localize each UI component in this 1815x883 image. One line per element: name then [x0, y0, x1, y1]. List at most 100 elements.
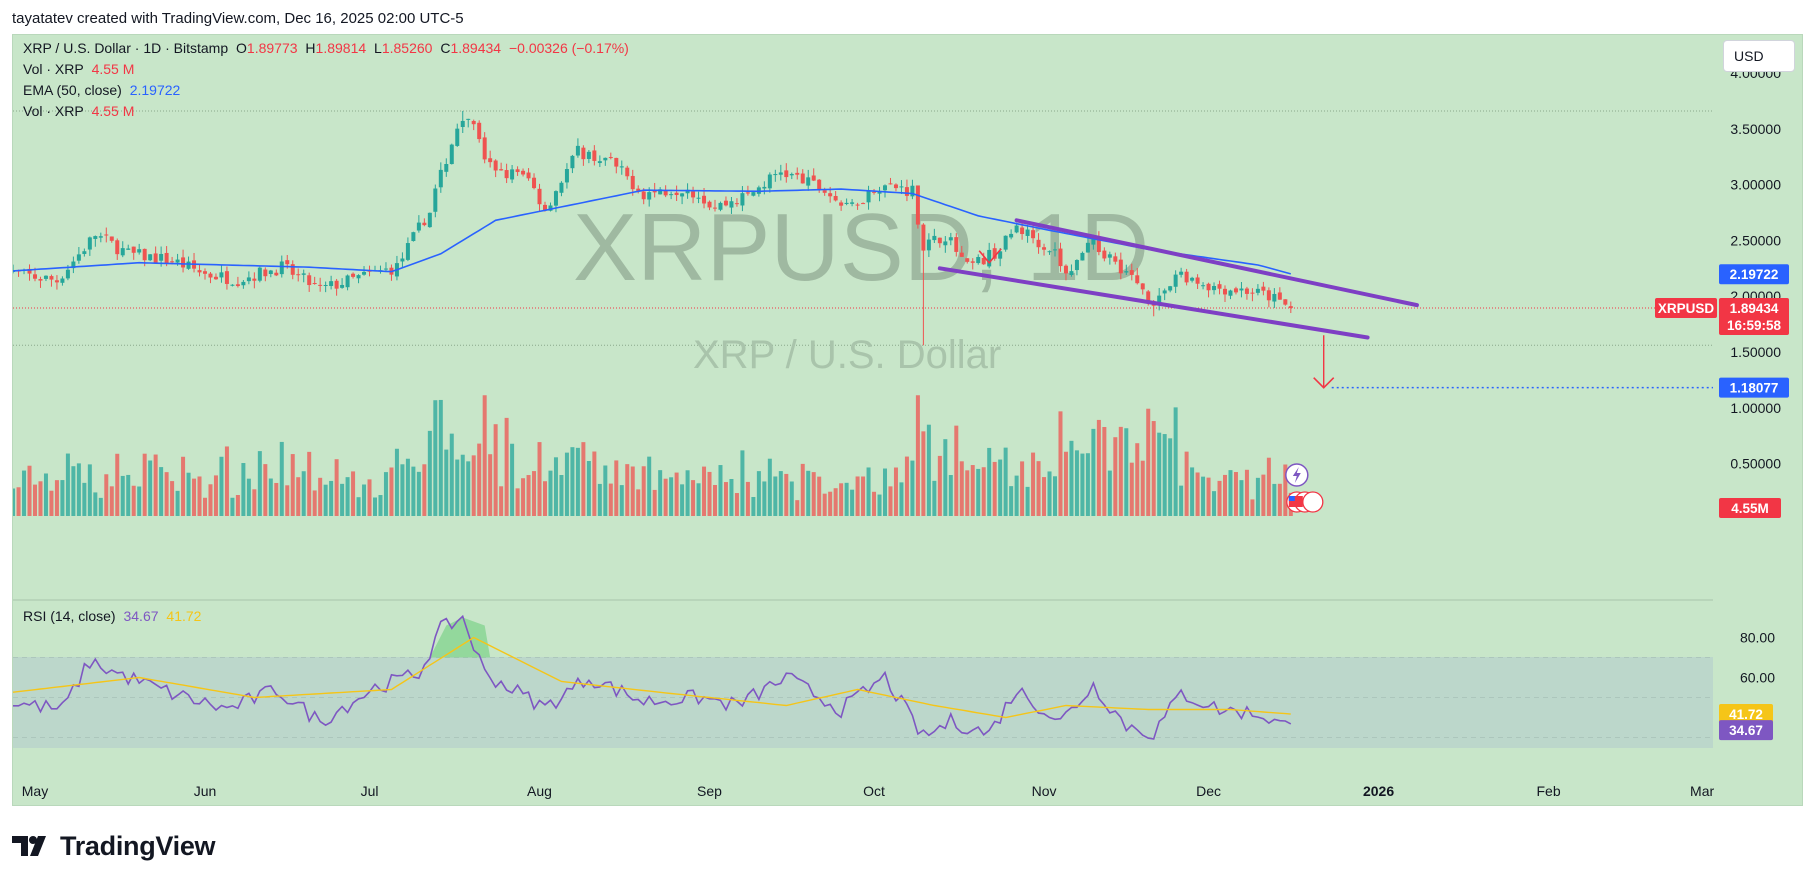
- candle-body: [1124, 271, 1129, 273]
- currency-button[interactable]: USD: [1723, 40, 1795, 72]
- candle-body: [1118, 259, 1123, 274]
- volume-bar: [1058, 411, 1063, 516]
- volume-bar: [669, 477, 674, 516]
- volume-bar: [27, 465, 32, 516]
- candle-body: [109, 236, 114, 241]
- volume-bar: [164, 472, 169, 516]
- candle-body: [581, 147, 586, 160]
- candle-body: [71, 261, 76, 269]
- volume-bar: [422, 464, 427, 516]
- us-flag-icon: [1288, 496, 1303, 507]
- candle-body: [685, 189, 690, 194]
- candle-body: [1025, 229, 1030, 236]
- volume-bar: [1091, 428, 1096, 516]
- candle-body: [872, 191, 877, 193]
- volume-bar: [696, 483, 701, 516]
- price-chart-svg[interactable]: XRPUSD, 1D XRP / U.S. Dollar 4.000003.50…: [13, 35, 1803, 806]
- volume-bar: [581, 442, 586, 516]
- candle-body: [219, 272, 224, 278]
- chart-area[interactable]: XRPUSD, 1D XRP / U.S. Dollar 4.00000 3.50…: [12, 34, 1803, 806]
- candle-body: [246, 277, 251, 282]
- volume-bar: [1042, 477, 1047, 516]
- rsi-ma-badge-text: 41.72: [1729, 707, 1763, 722]
- candle-body: [751, 192, 756, 196]
- candle-body: [559, 182, 564, 193]
- volume-bar: [685, 470, 690, 516]
- volume-bar: [1102, 427, 1107, 516]
- volume-bar: [784, 473, 789, 516]
- candle-body: [987, 249, 992, 267]
- volume-bar: [839, 483, 844, 516]
- candle-body: [351, 273, 356, 277]
- volume-bar: [1151, 421, 1156, 516]
- candle-body: [1168, 286, 1173, 291]
- candle-body: [186, 261, 191, 269]
- legend-volume-row-2[interactable]: Vol · XRP 4.55 M: [23, 103, 138, 119]
- volume-bar: [115, 453, 120, 516]
- candle-body: [340, 284, 345, 288]
- candle-body: [1091, 236, 1096, 245]
- volume-bar: [340, 483, 345, 516]
- candle-body: [290, 264, 295, 275]
- legend-volume-row[interactable]: Vol · XRP 4.55 M: [23, 61, 138, 77]
- tradingview-brand: TradingView: [60, 830, 216, 861]
- volume-bar: [773, 476, 778, 516]
- volume-bar: [383, 472, 388, 516]
- volume-bar: [844, 482, 849, 516]
- volume-bar: [778, 471, 783, 516]
- volume-bar: [636, 489, 641, 516]
- volume-bar: [532, 471, 537, 516]
- volume-bar: [828, 491, 833, 516]
- last-price-badge-text: 16:59:58: [1727, 318, 1782, 333]
- candle-body: [532, 177, 537, 189]
- volume-bar: [504, 417, 509, 516]
- volume-bar: [1250, 499, 1255, 516]
- ema-line: [13, 188, 1292, 275]
- legend-symbol-row: XRP / U.S. Dollar · 1D · Bitstamp O1.897…: [23, 40, 633, 56]
- volume-bar: [1069, 440, 1074, 516]
- candle-body: [285, 260, 290, 265]
- volume-bar: [33, 484, 37, 516]
- volume-bar: [1074, 450, 1079, 516]
- candle-body: [893, 184, 898, 189]
- x-tick-label: Mar: [1690, 783, 1714, 799]
- candle-body: [65, 269, 70, 279]
- x-tick-label: Aug: [527, 783, 552, 799]
- volume-bar: [181, 456, 186, 516]
- legend-rsi-row[interactable]: RSI (14, close) 34.67 41.72: [23, 608, 205, 624]
- volume-bar: [1212, 491, 1217, 516]
- volume-bar: [438, 399, 443, 516]
- volume-bar: [1080, 453, 1085, 516]
- candle-body: [1069, 271, 1074, 276]
- volume-bar: [499, 486, 504, 516]
- volume-bar: [378, 495, 383, 516]
- candle-body: [981, 257, 986, 265]
- volume-bar: [98, 497, 103, 516]
- volume-bar: [329, 480, 334, 516]
- volume-bar: [22, 470, 27, 516]
- volume-bar: [1009, 486, 1014, 516]
- volume-bar: [1223, 474, 1227, 516]
- volume-bar: [926, 424, 931, 516]
- candle-body: [1272, 293, 1277, 302]
- candle-body: [1261, 286, 1266, 291]
- volume-bar: [148, 460, 153, 516]
- target-badge-text: 1.18077: [1730, 381, 1779, 396]
- legend-ema-row[interactable]: EMA (50, close) 2.19722: [23, 82, 184, 98]
- candle-body: [1190, 277, 1195, 281]
- volume-bar: [71, 466, 76, 516]
- candle-body: [680, 193, 685, 197]
- volume-bar: [301, 471, 306, 516]
- candle-body: [400, 258, 405, 262]
- y-tick-label: 3.50000: [1730, 121, 1781, 137]
- volume-bar: [471, 455, 476, 516]
- volume-bar: [1173, 407, 1178, 516]
- candle-body: [416, 222, 421, 231]
- volume-bar: [230, 497, 235, 516]
- volume-bar: [257, 451, 262, 516]
- volume-bar: [800, 463, 805, 516]
- volume-badge-bg: [1719, 498, 1781, 518]
- tradingview-logo[interactable]: TradingView: [12, 828, 216, 864]
- volume-bar: [1135, 443, 1140, 516]
- volume-bar: [153, 454, 158, 516]
